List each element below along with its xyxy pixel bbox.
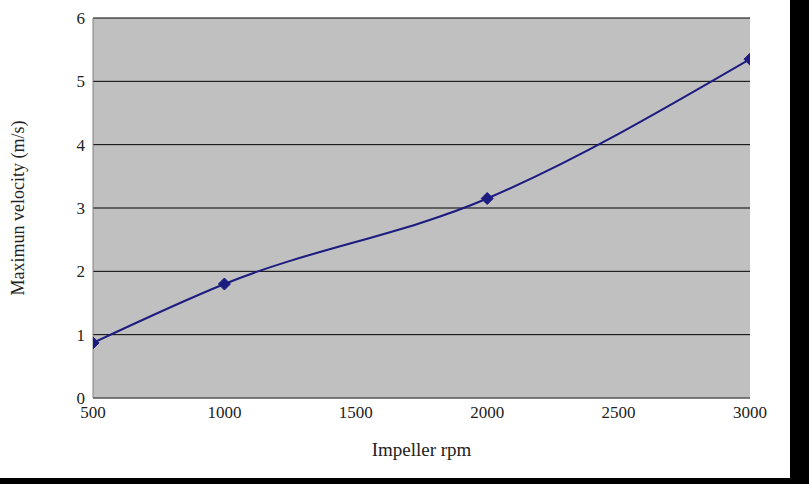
svg-text:1000: 1000 xyxy=(207,403,241,422)
svg-text:4: 4 xyxy=(77,136,86,155)
svg-text:2500: 2500 xyxy=(602,403,636,422)
svg-text:3: 3 xyxy=(77,199,86,218)
svg-text:0: 0 xyxy=(77,389,86,408)
svg-text:3000: 3000 xyxy=(733,403,767,422)
svg-text:500: 500 xyxy=(80,403,106,423)
svg-text:5: 5 xyxy=(77,72,86,91)
svg-text:1: 1 xyxy=(77,326,86,345)
svg-text:2: 2 xyxy=(77,262,86,281)
svg-text:2000: 2000 xyxy=(470,403,504,422)
svg-text:6: 6 xyxy=(77,9,86,28)
svg-text:Impeller rpm: Impeller rpm xyxy=(372,439,472,460)
svg-text:Maximun velocity (m/s): Maximun velocity (m/s) xyxy=(8,121,29,296)
svg-text:1500: 1500 xyxy=(339,403,373,422)
